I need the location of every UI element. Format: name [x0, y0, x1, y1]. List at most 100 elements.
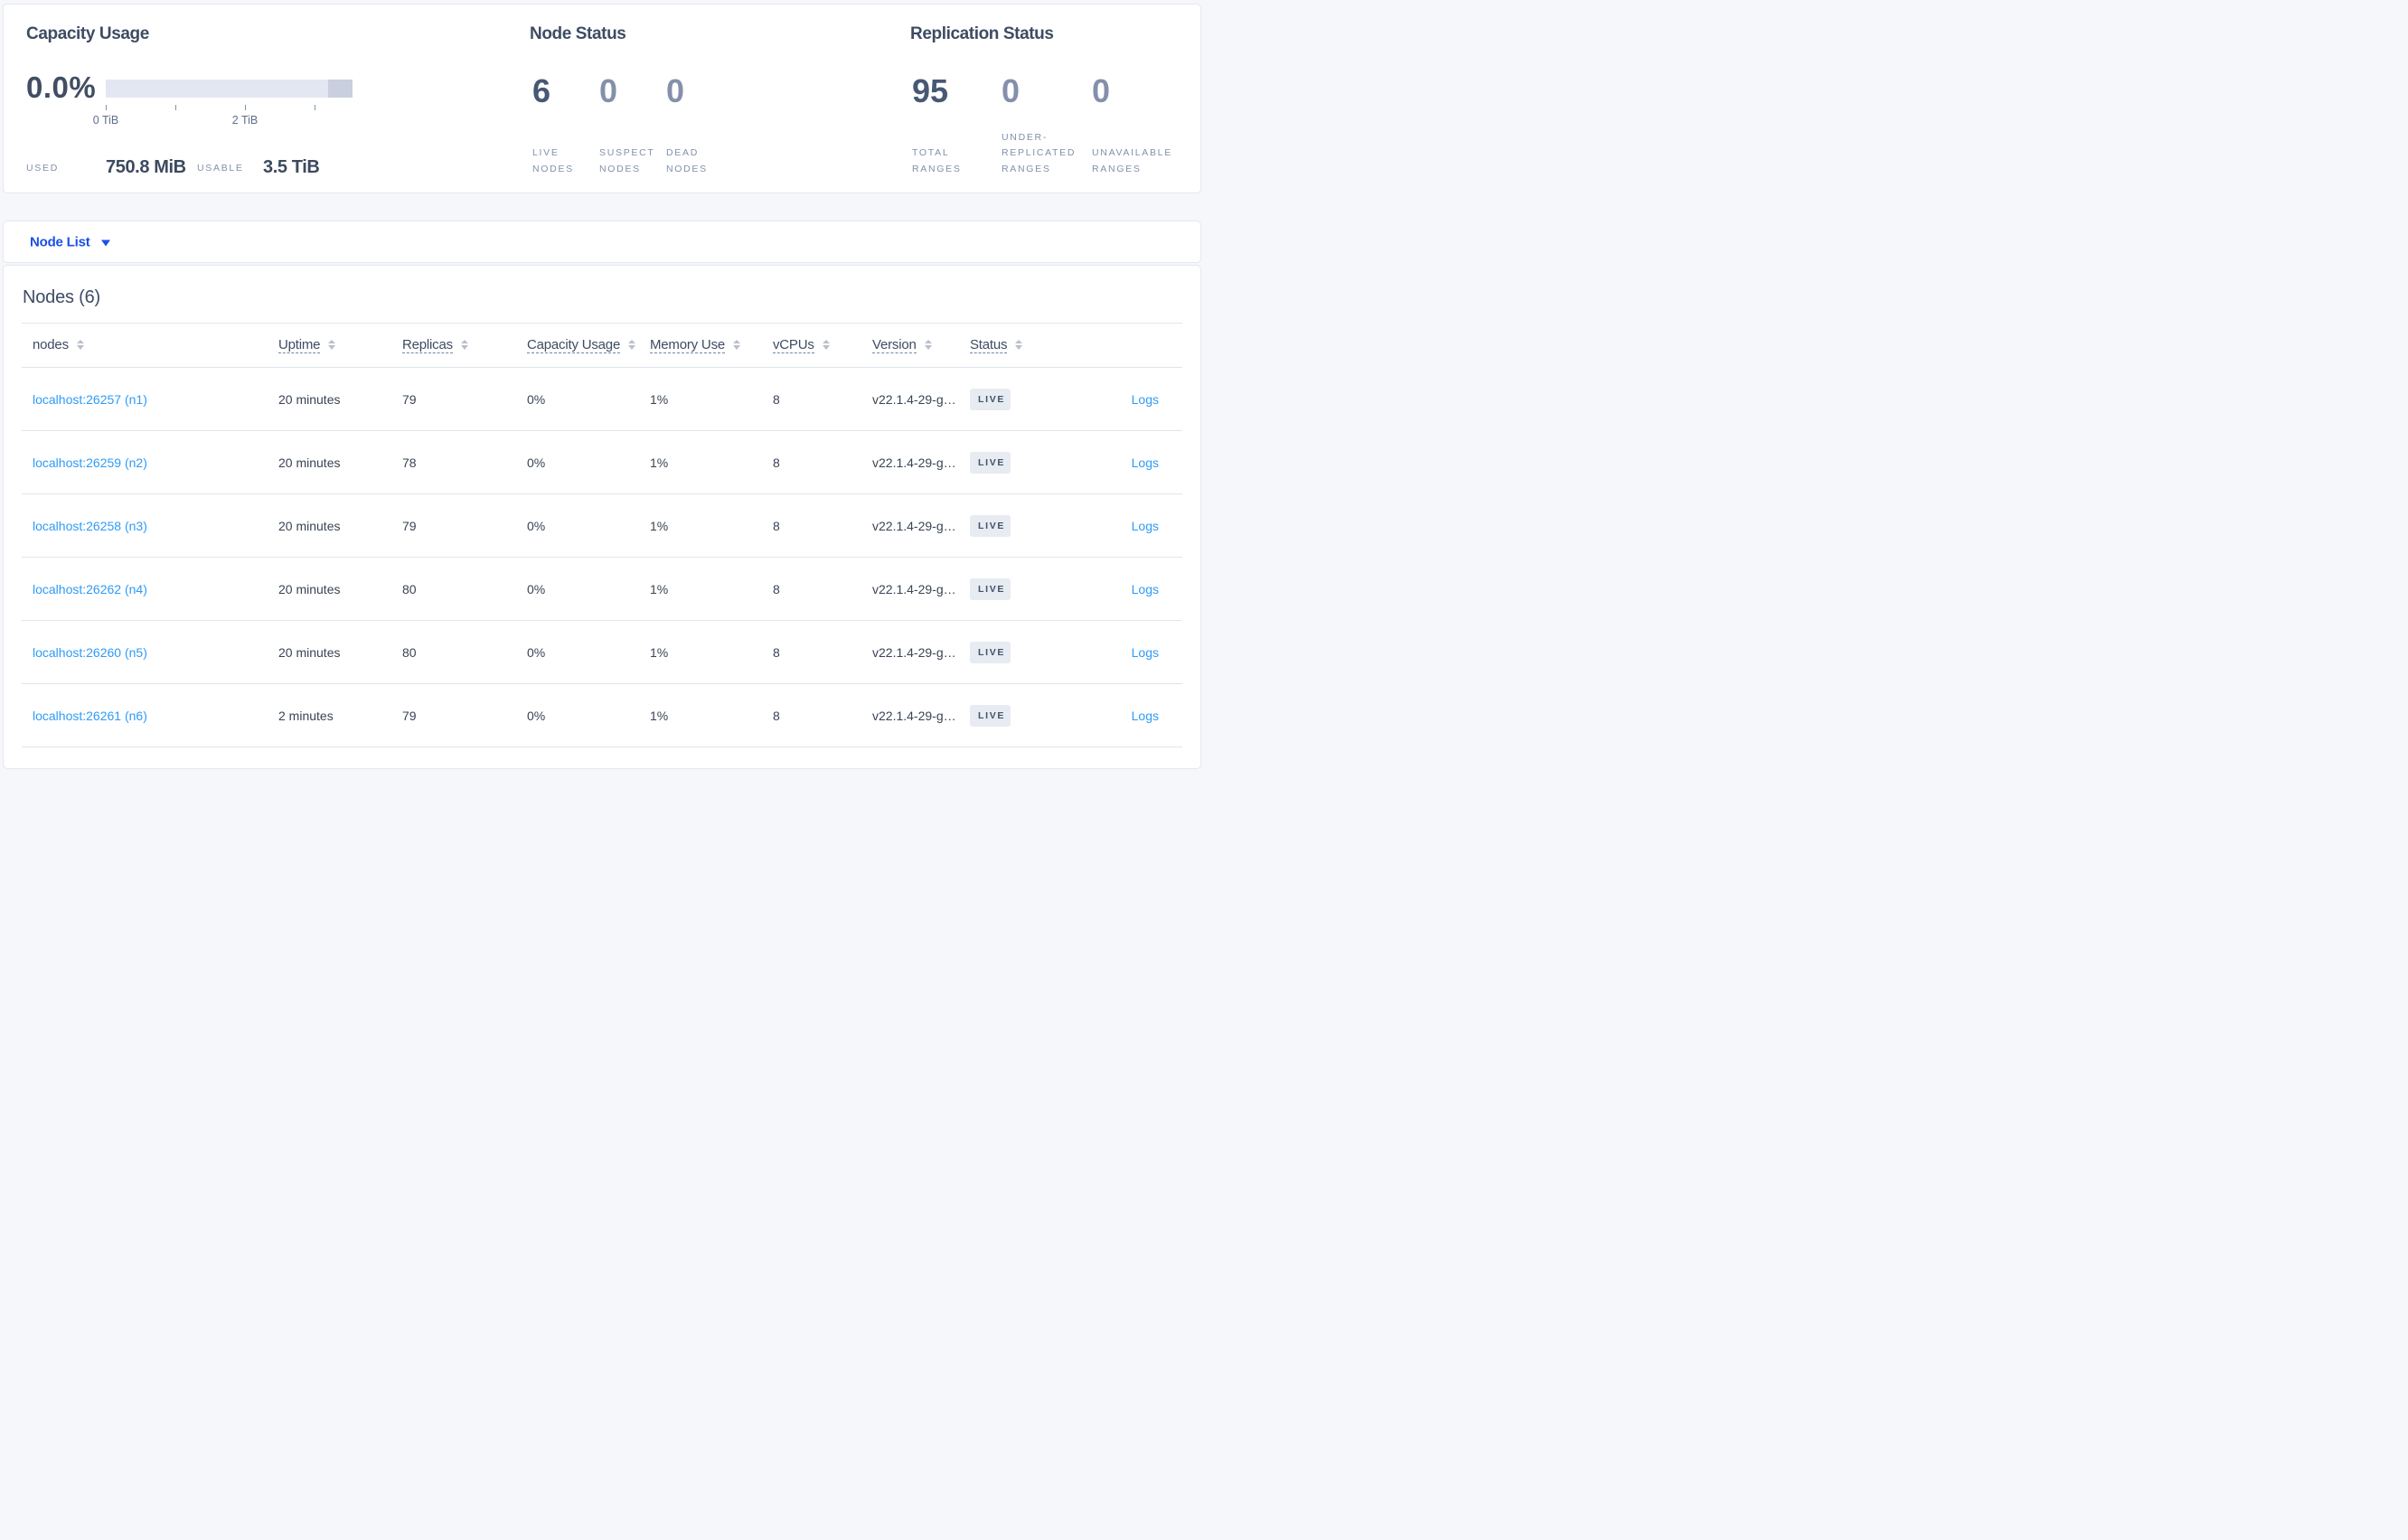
under-replicated-ranges-label: UNDER- REPLICATED RANGES — [1002, 131, 1077, 174]
node-cell: localhost:26257 (n1) — [22, 367, 278, 431]
status-cell: LIVE — [970, 367, 1085, 431]
live-nodes-label: LIVE NODES — [532, 147, 574, 174]
live-nodes-count: 6 — [532, 72, 551, 109]
version-cell: v22.1.4-29-g… — [872, 557, 970, 621]
capacity-usage-cell: 0% — [527, 493, 650, 558]
status-cell: LIVE — [970, 493, 1085, 558]
replicas-cell: 80 — [402, 620, 527, 684]
sort-icon — [1015, 339, 1023, 350]
logs-link[interactable]: Logs — [1131, 518, 1159, 533]
version-cell: v22.1.4-29-g… — [872, 620, 970, 684]
replicas-cell: 80 — [402, 557, 527, 621]
replicas-cell: 78 — [402, 430, 527, 494]
node-list-dropdown[interactable]: Node List — [30, 234, 110, 249]
status-badge: LIVE — [970, 641, 1011, 663]
status-cell: LIVE — [970, 683, 1085, 747]
node-cell: localhost:26262 (n4) — [22, 557, 278, 621]
node-status-title: Node Status — [530, 24, 626, 43]
node-link[interactable]: localhost:26258 (n3) — [33, 518, 147, 533]
capacity-axis-tick — [106, 105, 107, 110]
cluster-summary-card: Capacity Usage 0.0% 0 TiB 2 TiB USED 750… — [3, 4, 1201, 193]
column-header-capacity-usage-label: Capacity Usage — [527, 337, 621, 353]
status-cell: LIVE — [970, 430, 1085, 494]
vcpus-cell: 8 — [773, 683, 872, 747]
total-ranges-label: TOTAL RANGES — [912, 147, 962, 174]
logs-link[interactable]: Logs — [1131, 455, 1159, 470]
table-row: localhost:26262 (n4) 20 minutes 80 0% 1%… — [22, 557, 1182, 621]
vcpus-cell: 8 — [773, 493, 872, 558]
sort-icon — [628, 339, 636, 350]
logs-link[interactable]: Logs — [1131, 581, 1159, 596]
column-header-replicas[interactable]: Replicas — [402, 323, 527, 368]
column-header-vcpus[interactable]: vCPUs — [773, 323, 872, 368]
capacity-usage-title: Capacity Usage — [26, 24, 149, 43]
vcpus-cell: 8 — [773, 620, 872, 684]
vcpus-cell: 8 — [773, 430, 872, 494]
suspect-nodes-count: 0 — [599, 72, 618, 109]
node-cell: localhost:26261 (n6) — [22, 683, 278, 747]
column-header-uptime-label: Uptime — [278, 337, 321, 353]
version-cell: v22.1.4-29-g… — [872, 683, 970, 747]
logs-link[interactable]: Logs — [1131, 391, 1159, 407]
column-header-replicas-label: Replicas — [402, 337, 453, 353]
logs-cell: Logs — [1085, 493, 1182, 558]
replicas-cell: 79 — [402, 493, 527, 558]
table-row: localhost:26260 (n5) 20 minutes 80 0% 1%… — [22, 620, 1182, 684]
capacity-used-label: USED — [26, 163, 59, 174]
dead-nodes-count: 0 — [666, 72, 685, 109]
sort-icon — [924, 339, 932, 350]
table-row: localhost:26258 (n3) 20 minutes 79 0% 1%… — [22, 493, 1182, 558]
column-header-nodes[interactable]: nodes — [22, 323, 278, 368]
node-link[interactable]: localhost:26257 (n1) — [33, 391, 147, 407]
suspect-nodes-label: SUSPECT NODES — [599, 147, 655, 174]
column-header-status[interactable]: Status — [970, 323, 1085, 368]
node-link[interactable]: localhost:26261 (n6) — [33, 708, 147, 723]
unavailable-ranges-count: 0 — [1092, 72, 1111, 109]
sort-icon — [328, 339, 336, 350]
table-header-row: nodes Uptime Replicas Capacity Usage Mem… — [22, 323, 1182, 368]
status-badge: LIVE — [970, 578, 1011, 600]
memory-use-cell: 1% — [650, 367, 773, 431]
under-replicated-ranges-count: 0 — [1002, 72, 1021, 109]
node-link[interactable]: localhost:26259 (n2) — [33, 455, 147, 470]
column-header-nodes-label: nodes — [33, 337, 69, 352]
sort-icon — [460, 339, 468, 350]
uptime-cell: 20 minutes — [278, 557, 402, 621]
capacity-used-value: 750.8 MiB — [106, 157, 186, 177]
capacity-usable-label: USABLE — [197, 163, 244, 174]
logs-cell: Logs — [1085, 430, 1182, 494]
status-badge: LIVE — [970, 704, 1011, 727]
capacity-axis-tick — [175, 105, 176, 110]
node-cell: localhost:26258 (n3) — [22, 493, 278, 558]
logs-link[interactable]: Logs — [1131, 644, 1159, 660]
status-badge: LIVE — [970, 451, 1011, 474]
memory-use-cell: 1% — [650, 493, 773, 558]
unavailable-ranges-label: UNAVAILABLE RANGES — [1092, 147, 1172, 174]
memory-use-cell: 1% — [650, 683, 773, 747]
column-header-memory-use[interactable]: Memory Use — [650, 323, 773, 368]
node-link[interactable]: localhost:26260 (n5) — [33, 644, 147, 660]
column-header-uptime[interactable]: Uptime — [278, 323, 402, 368]
logs-cell: Logs — [1085, 683, 1182, 747]
capacity-axis-tick — [245, 105, 246, 110]
version-cell: v22.1.4-29-g… — [872, 367, 970, 431]
logs-cell: Logs — [1085, 620, 1182, 684]
column-header-capacity-usage[interactable]: Capacity Usage — [527, 323, 650, 368]
nodes-table: nodes Uptime Replicas Capacity Usage Mem… — [22, 323, 1182, 747]
capacity-usage-cell: 0% — [527, 620, 650, 684]
column-header-version[interactable]: Version — [872, 323, 970, 368]
logs-link[interactable]: Logs — [1131, 708, 1159, 723]
capacity-usage-bar-dark-segment — [328, 80, 353, 98]
capacity-usage-cell: 0% — [527, 683, 650, 747]
replicas-cell: 79 — [402, 683, 527, 747]
replicas-cell: 79 — [402, 367, 527, 431]
uptime-cell: 20 minutes — [278, 493, 402, 558]
vcpus-cell: 8 — [773, 557, 872, 621]
sort-icon — [822, 339, 830, 350]
capacity-axis-label-0: 0 TiB — [92, 114, 119, 127]
sort-icon — [76, 339, 84, 350]
node-link[interactable]: localhost:26262 (n4) — [33, 581, 147, 596]
vcpus-cell: 8 — [773, 367, 872, 431]
status-badge: LIVE — [970, 388, 1011, 410]
status-cell: LIVE — [970, 557, 1085, 621]
